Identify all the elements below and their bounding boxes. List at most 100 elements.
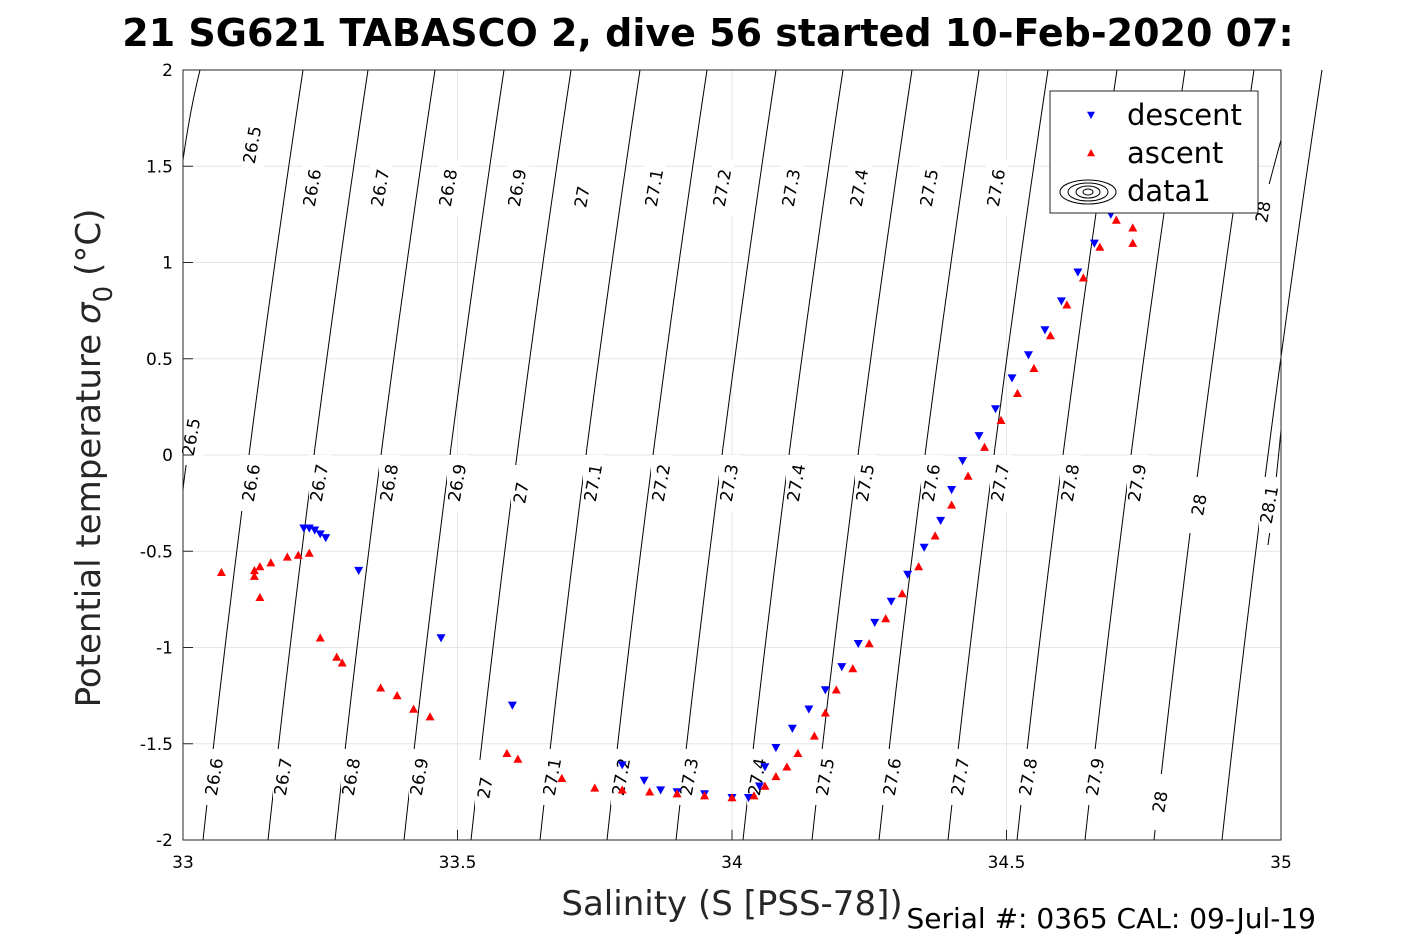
descent-point bbox=[804, 705, 814, 714]
x-tick-label: 33.5 bbox=[439, 853, 477, 873]
contour-label-bg bbox=[712, 160, 734, 216]
axis-ticks: 33 33.5 34 34.5 35 -2 -1.5 -1 -0.5 0 0.5 1 1.5 2 bbox=[140, 61, 1292, 873]
y-tick-label: 0.5 bbox=[146, 350, 173, 370]
contour-label-bg bbox=[572, 169, 594, 225]
descent-point bbox=[947, 486, 957, 495]
ascent-point bbox=[249, 571, 259, 580]
contour-label-bg bbox=[855, 455, 877, 511]
descent-point bbox=[903, 570, 913, 579]
chart-title: 21 SG621 TABASCO 2, dive 56 started 10-F… bbox=[122, 11, 1293, 55]
x-tick-label: 34 bbox=[721, 853, 743, 873]
contour-label: 27 bbox=[510, 481, 533, 506]
x-tick-label: 33 bbox=[172, 853, 194, 873]
contour-label-bg bbox=[919, 160, 941, 216]
ascent-point bbox=[1128, 223, 1138, 232]
y-tick-label: 1.5 bbox=[146, 157, 173, 177]
ascent-point bbox=[425, 712, 435, 721]
y-tick-label: 1 bbox=[162, 254, 173, 274]
ascent-point bbox=[315, 633, 325, 642]
descent-point bbox=[754, 782, 764, 791]
ascent-point bbox=[1029, 363, 1039, 372]
legend-data1-label: data1 bbox=[1127, 174, 1211, 208]
isopycnal-line bbox=[182, 69, 201, 161]
legend-box bbox=[1049, 90, 1259, 214]
contour-label-bg bbox=[644, 160, 666, 216]
contour-label-bg bbox=[475, 760, 497, 816]
ascent-point bbox=[282, 552, 292, 561]
ascent-point bbox=[700, 791, 710, 800]
descent-point bbox=[936, 516, 946, 525]
contour-label-bg bbox=[409, 749, 431, 805]
contour-label-bg bbox=[679, 749, 701, 805]
ascent-point bbox=[963, 471, 973, 480]
descent-point bbox=[1040, 326, 1050, 335]
contour-label-bg bbox=[542, 749, 564, 805]
legend-ascent-label: ascent bbox=[1127, 136, 1223, 170]
ascent-point bbox=[266, 558, 276, 567]
y-tick-label: -2 bbox=[156, 831, 173, 851]
descent-point bbox=[974, 432, 984, 441]
descent-point bbox=[958, 457, 968, 466]
ascent-point bbox=[249, 566, 259, 575]
descent-point bbox=[743, 794, 753, 803]
ascent-point bbox=[1128, 238, 1138, 247]
ascent-point bbox=[947, 500, 957, 509]
contour-label-bg bbox=[611, 749, 633, 805]
ascent-point bbox=[1111, 215, 1121, 224]
ascent-point bbox=[590, 783, 600, 792]
contour-label-bg bbox=[370, 160, 392, 216]
ascent-point bbox=[1045, 331, 1055, 340]
ascent-point bbox=[914, 562, 924, 571]
ascent-point bbox=[760, 781, 770, 790]
contour-label-bg bbox=[341, 749, 363, 805]
contour-label-bg bbox=[781, 160, 803, 216]
x-tick-label: 34.5 bbox=[988, 853, 1026, 873]
y-tick-label: -1.5 bbox=[140, 735, 173, 755]
ascent-point bbox=[1062, 300, 1072, 309]
contour-label-bg bbox=[747, 749, 769, 805]
contour-label-bg bbox=[302, 160, 324, 216]
ascent-point bbox=[1078, 273, 1088, 282]
descent-point bbox=[617, 761, 627, 770]
descent-point bbox=[787, 724, 797, 733]
contour-label: 27 bbox=[571, 185, 594, 210]
ascent-point bbox=[980, 442, 990, 451]
contour-label-bg bbox=[815, 749, 837, 805]
descent-point bbox=[837, 663, 847, 672]
x-tick-label: 35 bbox=[1270, 853, 1292, 873]
y-tick-label: 2 bbox=[162, 61, 173, 81]
descent-point bbox=[991, 405, 1001, 414]
descent-point bbox=[1089, 239, 1099, 248]
contour-label-bg bbox=[651, 455, 673, 511]
isopycnal-line bbox=[1221, 69, 1323, 841]
ascent-point bbox=[749, 791, 759, 800]
descent-point bbox=[1073, 268, 1083, 277]
data-points bbox=[216, 210, 1138, 803]
contour-label-bg bbox=[507, 160, 529, 216]
contour-label-bg bbox=[950, 749, 972, 805]
contour-label-bg bbox=[181, 409, 203, 465]
ascent-point bbox=[337, 658, 347, 667]
ascent-point bbox=[793, 748, 803, 757]
contour-label-bg bbox=[986, 160, 1008, 216]
contour-label-bg bbox=[241, 455, 263, 511]
descent-point bbox=[310, 526, 320, 535]
y-axis-label-subscript: 0 bbox=[89, 286, 119, 303]
legend-contour-icon bbox=[1059, 179, 1117, 205]
ascent-point bbox=[293, 550, 303, 559]
y-tick-label: 0 bbox=[162, 446, 173, 466]
descent-point bbox=[919, 543, 929, 552]
contour-label-bg bbox=[849, 160, 871, 216]
y-tick-label: -1 bbox=[156, 639, 173, 659]
contour-label-bg bbox=[309, 455, 331, 511]
contour-label-bg bbox=[990, 455, 1012, 511]
legend[interactable]: descent ascent data1 bbox=[1049, 90, 1259, 214]
ascent-point bbox=[617, 785, 627, 794]
ascent-point bbox=[409, 704, 419, 713]
contour-label-bg bbox=[1127, 455, 1149, 511]
ascent-point bbox=[809, 731, 819, 740]
contour-label-bg bbox=[273, 749, 295, 805]
contour-label: 28 bbox=[1188, 493, 1211, 518]
descent-point bbox=[321, 534, 331, 543]
